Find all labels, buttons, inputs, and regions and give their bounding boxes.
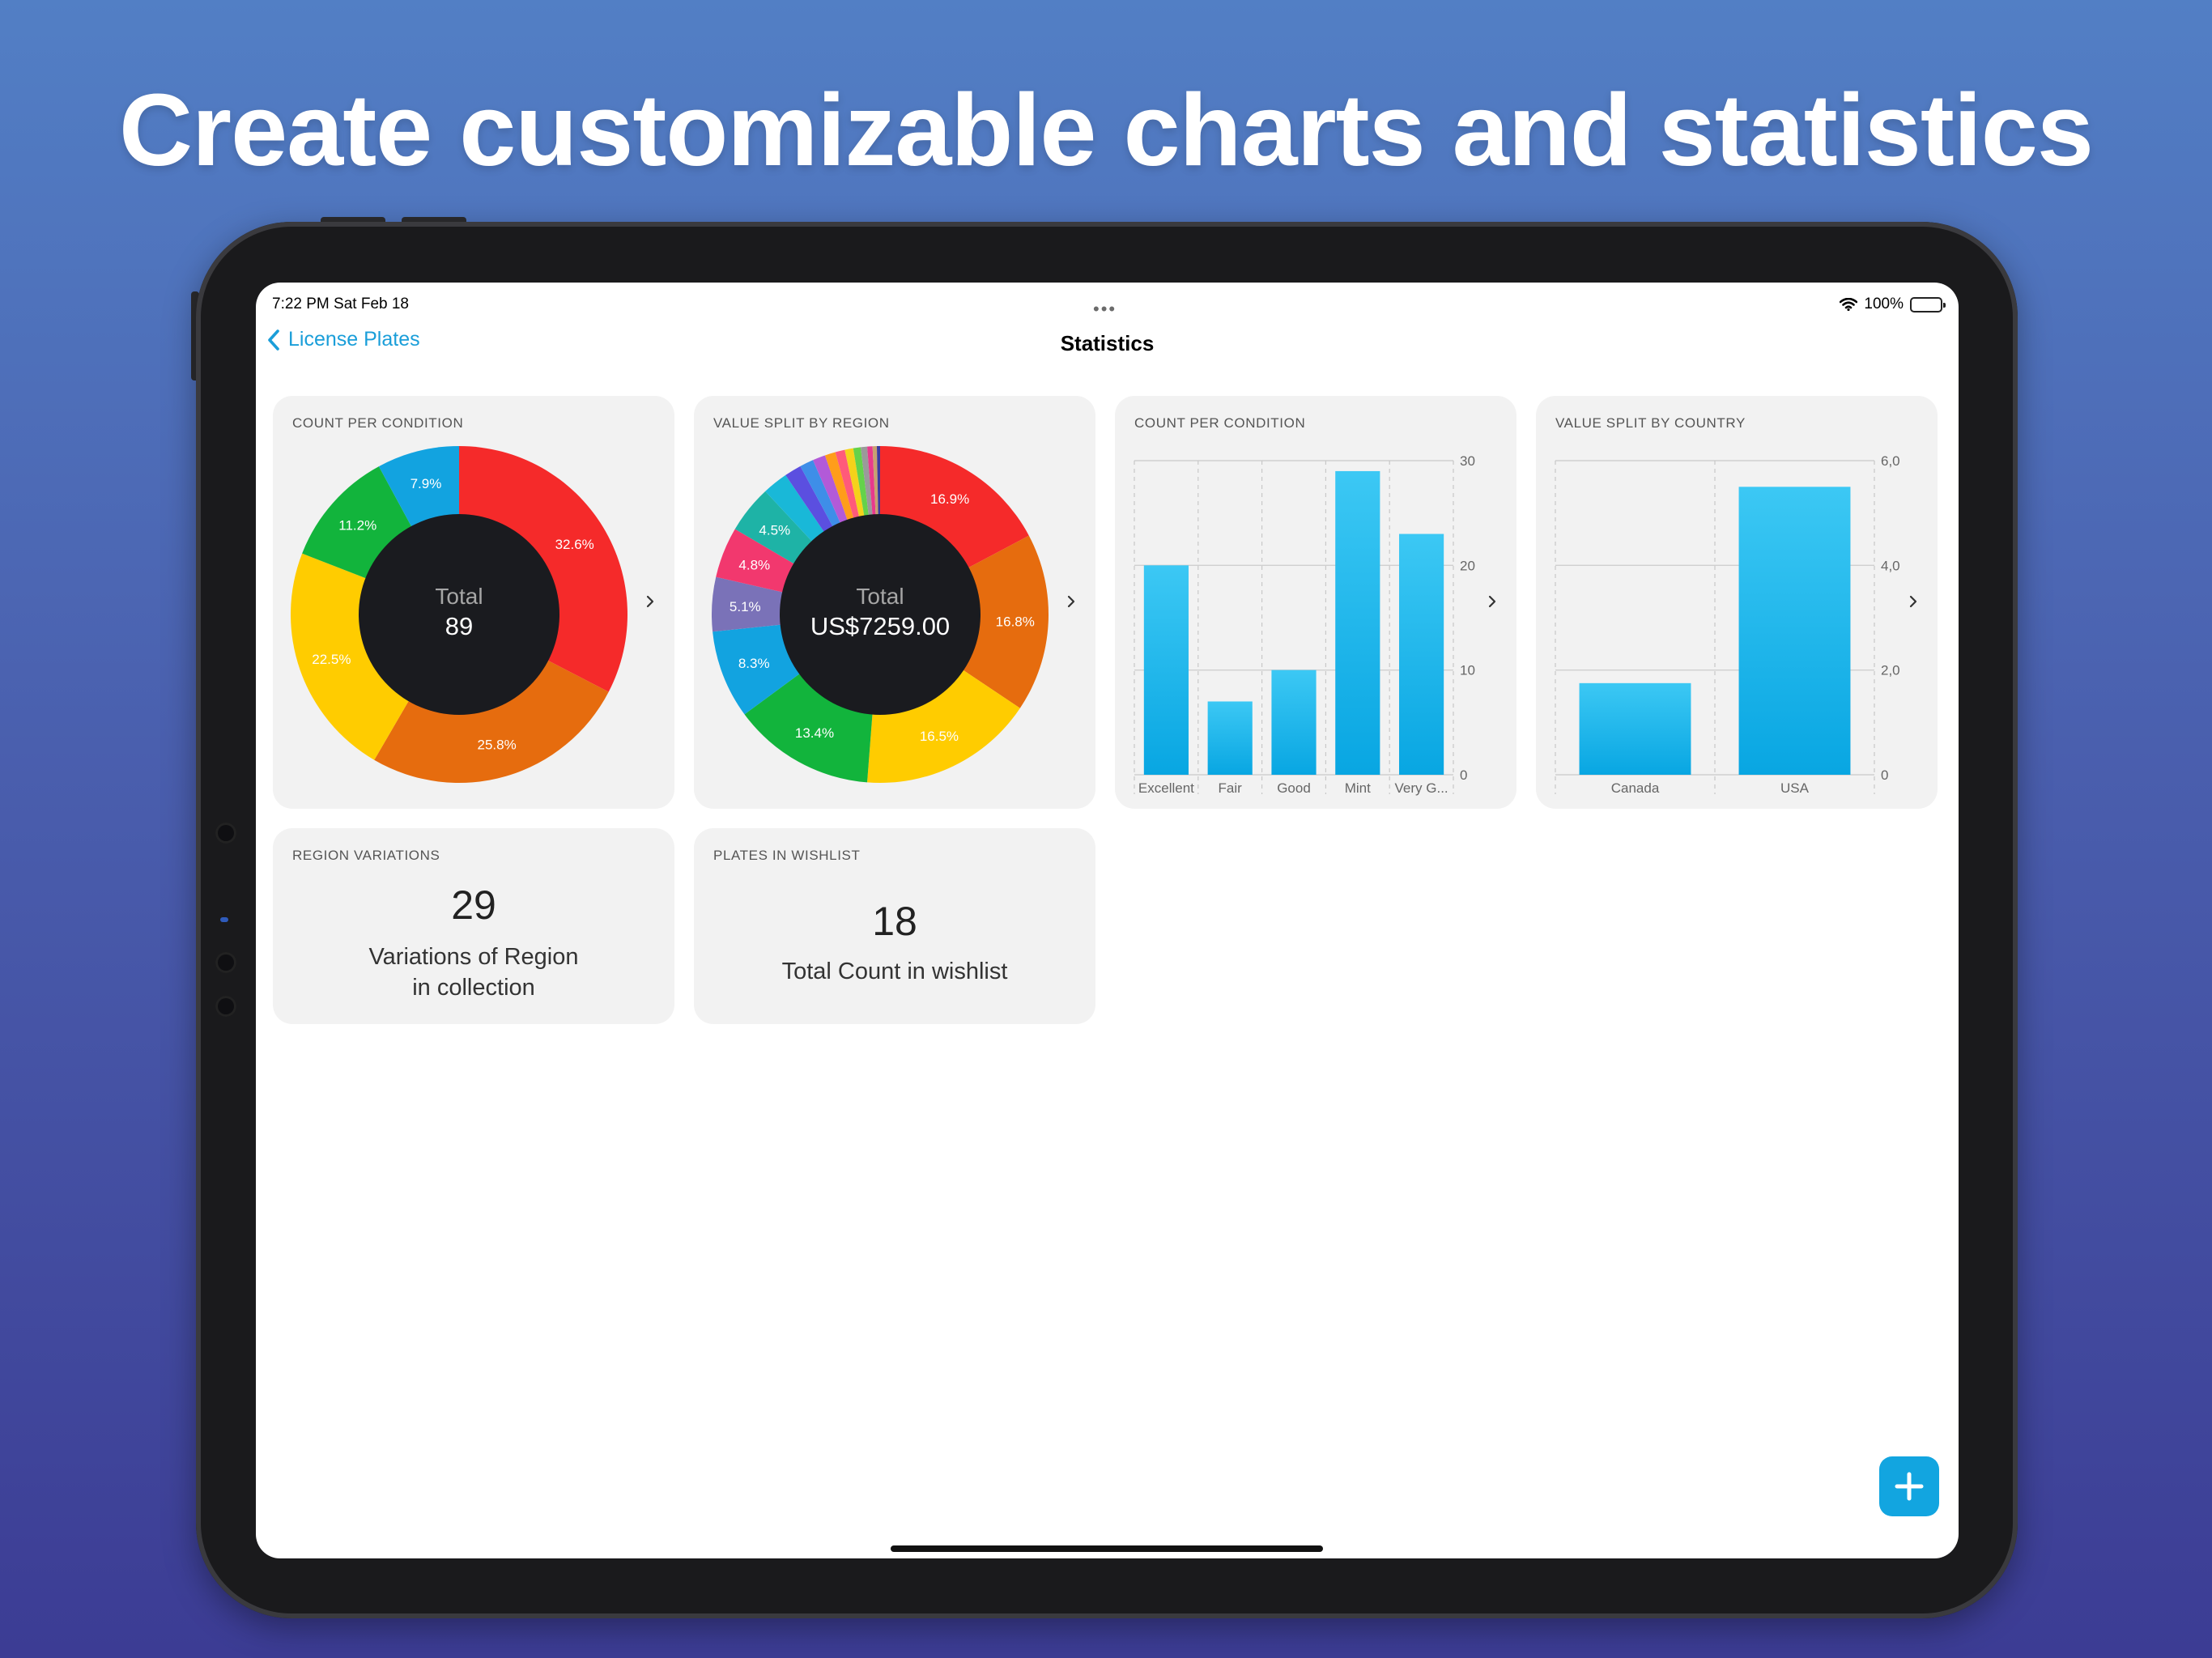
count-per-condition-donut-chart: 32.6% 25.8% 22.5% 11.2% 7.9% Total 89 — [291, 446, 627, 783]
volume-up-button — [321, 217, 385, 225]
chevron-right-icon[interactable] — [1484, 593, 1500, 610]
bar[interactable] — [1579, 682, 1691, 775]
battery-icon — [1910, 296, 1946, 312]
top-button — [191, 291, 199, 380]
donut-hole — [780, 514, 981, 715]
count-per-condition-bar-card[interactable]: COUNT PER CONDITION 30 20 10 0 Excellent Fair… — [1115, 396, 1516, 809]
multitasking-dots[interactable]: ••• — [1093, 299, 1117, 319]
x-tick-label: Very G... — [1395, 780, 1448, 796]
back-button-label: License Plates — [288, 328, 420, 351]
chevron-right-icon[interactable] — [1063, 593, 1079, 610]
y-tick-label: 4,000 — [1881, 558, 1900, 573]
bar[interactable] — [1399, 534, 1444, 775]
stat-label-line2: in collection — [412, 975, 535, 1001]
pie-slice-label: 8.3% — [738, 656, 770, 671]
y-tick-label: 6,000 — [1881, 453, 1900, 469]
camera-lens — [215, 823, 236, 844]
pie-slice-label: 16.9% — [930, 491, 969, 507]
status-time: 7:22 PM Sat Feb 18 — [272, 295, 409, 312]
y-tick-label: 0 — [1881, 767, 1888, 783]
pie-slice-label: 16.5% — [920, 729, 959, 744]
y-tick-label: 0 — [1460, 767, 1467, 783]
x-tick-label: USA — [1780, 780, 1810, 796]
plus-icon — [1895, 1472, 1924, 1501]
donut-center-label: Total — [435, 584, 483, 609]
y-tick-label: 10 — [1460, 663, 1475, 678]
x-tick-label: Excellent — [1138, 780, 1194, 796]
donut-center-label: Total — [856, 584, 904, 609]
pie-slice-label: 4.8% — [738, 557, 770, 572]
back-button[interactable]: License Plates — [267, 328, 420, 351]
count-per-condition-bar-chart: 30 20 10 0 Excellent Fair Good Mint Very G... — [1134, 453, 1475, 796]
volume-down-button — [402, 217, 466, 225]
camera-lens — [215, 952, 236, 973]
card-title: REGION VARIATIONS — [292, 848, 440, 863]
stat-label: Total Count in wishlist — [781, 959, 1008, 984]
pie-slice-label: 16.8% — [996, 614, 1035, 630]
pie-slice-label: 22.5% — [312, 652, 351, 667]
pie-slice-label: 5.1% — [730, 599, 761, 614]
wifi-icon — [1840, 298, 1858, 311]
donut-center-value: US$7259.00 — [810, 612, 950, 640]
app-screen: 7:22 PM Sat Feb 18 ••• 100% License Plat… — [256, 283, 1959, 1558]
value-split-by-region-pie-card[interactable]: VALUE SPLIT BY REGION 16.9% 16.8% 16.5% 13.… — [694, 396, 1095, 809]
x-tick-label: Good — [1277, 780, 1311, 796]
pie-slice-label: 11.2% — [338, 518, 376, 534]
stat-value: 29 — [451, 882, 496, 928]
add-button[interactable] — [1879, 1456, 1939, 1516]
battery-percent: 100% — [1864, 295, 1904, 312]
pie-slice-label: 25.8% — [477, 737, 516, 752]
pie-slice-label: 4.5% — [759, 522, 790, 538]
y-tick-label: 30 — [1460, 453, 1475, 469]
bar[interactable] — [1271, 670, 1317, 775]
camera-lens — [215, 996, 236, 1017]
donut-center-value: 89 — [445, 612, 473, 640]
y-tick-label: 2,000 — [1881, 663, 1900, 678]
x-tick-label: Fair — [1219, 780, 1243, 796]
card-title: PLATES IN WISHLIST — [713, 848, 861, 863]
card-title: COUNT PER CONDITION — [292, 415, 464, 431]
value-split-by-region-donut-chart: 16.9% 16.8% 16.5% 13.4% 8.3% 5.1% 4.8% 4.5% Tot… — [712, 446, 1049, 783]
value-split-by-country-bar-card[interactable]: VALUE SPLIT BY COUNTRY 6,000 4,000 2,000 0 C… — [1536, 396, 1938, 809]
chevron-right-icon[interactable] — [642, 593, 658, 610]
bar[interactable] — [1207, 701, 1253, 775]
stat-value: 18 — [872, 899, 917, 944]
status-bar: 7:22 PM Sat Feb 18 ••• 100% — [272, 295, 1946, 320]
count-per-condition-pie-card[interactable]: COUNT PER CONDITION 32.6% 25.8% 22.5% 11.2%… — [273, 396, 674, 809]
pie-slice-label: 7.9% — [410, 476, 442, 491]
x-tick-label: Mint — [1345, 780, 1371, 796]
card-title: VALUE SPLIT BY COUNTRY — [1555, 415, 1746, 431]
stat-label-line1: Variations of Region — [368, 944, 579, 970]
pie-slice-label: 13.4% — [795, 725, 834, 741]
home-indicator — [891, 1545, 1323, 1552]
card-title: VALUE SPLIT BY REGION — [713, 415, 890, 431]
x-tick-label: Canada — [1611, 780, 1660, 796]
headline: Create customizable charts and statistic… — [119, 73, 2094, 187]
plates-in-wishlist-card[interactable]: PLATES IN WISHLIST 18 Total Count in wis… — [694, 828, 1095, 1024]
bar[interactable] — [1335, 470, 1380, 775]
y-tick-label: 20 — [1460, 558, 1475, 573]
value-split-by-country-bar-chart: 6,000 4,000 2,000 0 Canada USA — [1555, 453, 1900, 796]
region-variations-card[interactable]: REGION VARIATIONS 29 Variations of Regio… — [273, 828, 674, 1024]
pie-slice-label: 32.6% — [555, 537, 594, 552]
camera-indicator — [220, 917, 228, 922]
chevron-left-icon — [268, 329, 279, 351]
card-title: COUNT PER CONDITION — [1134, 415, 1306, 431]
donut-hole — [359, 514, 559, 715]
bar[interactable] — [1143, 565, 1189, 775]
bar[interactable] — [1738, 487, 1851, 775]
chevron-right-icon[interactable] — [1905, 593, 1921, 610]
page-title: Statistics — [1060, 331, 1155, 355]
